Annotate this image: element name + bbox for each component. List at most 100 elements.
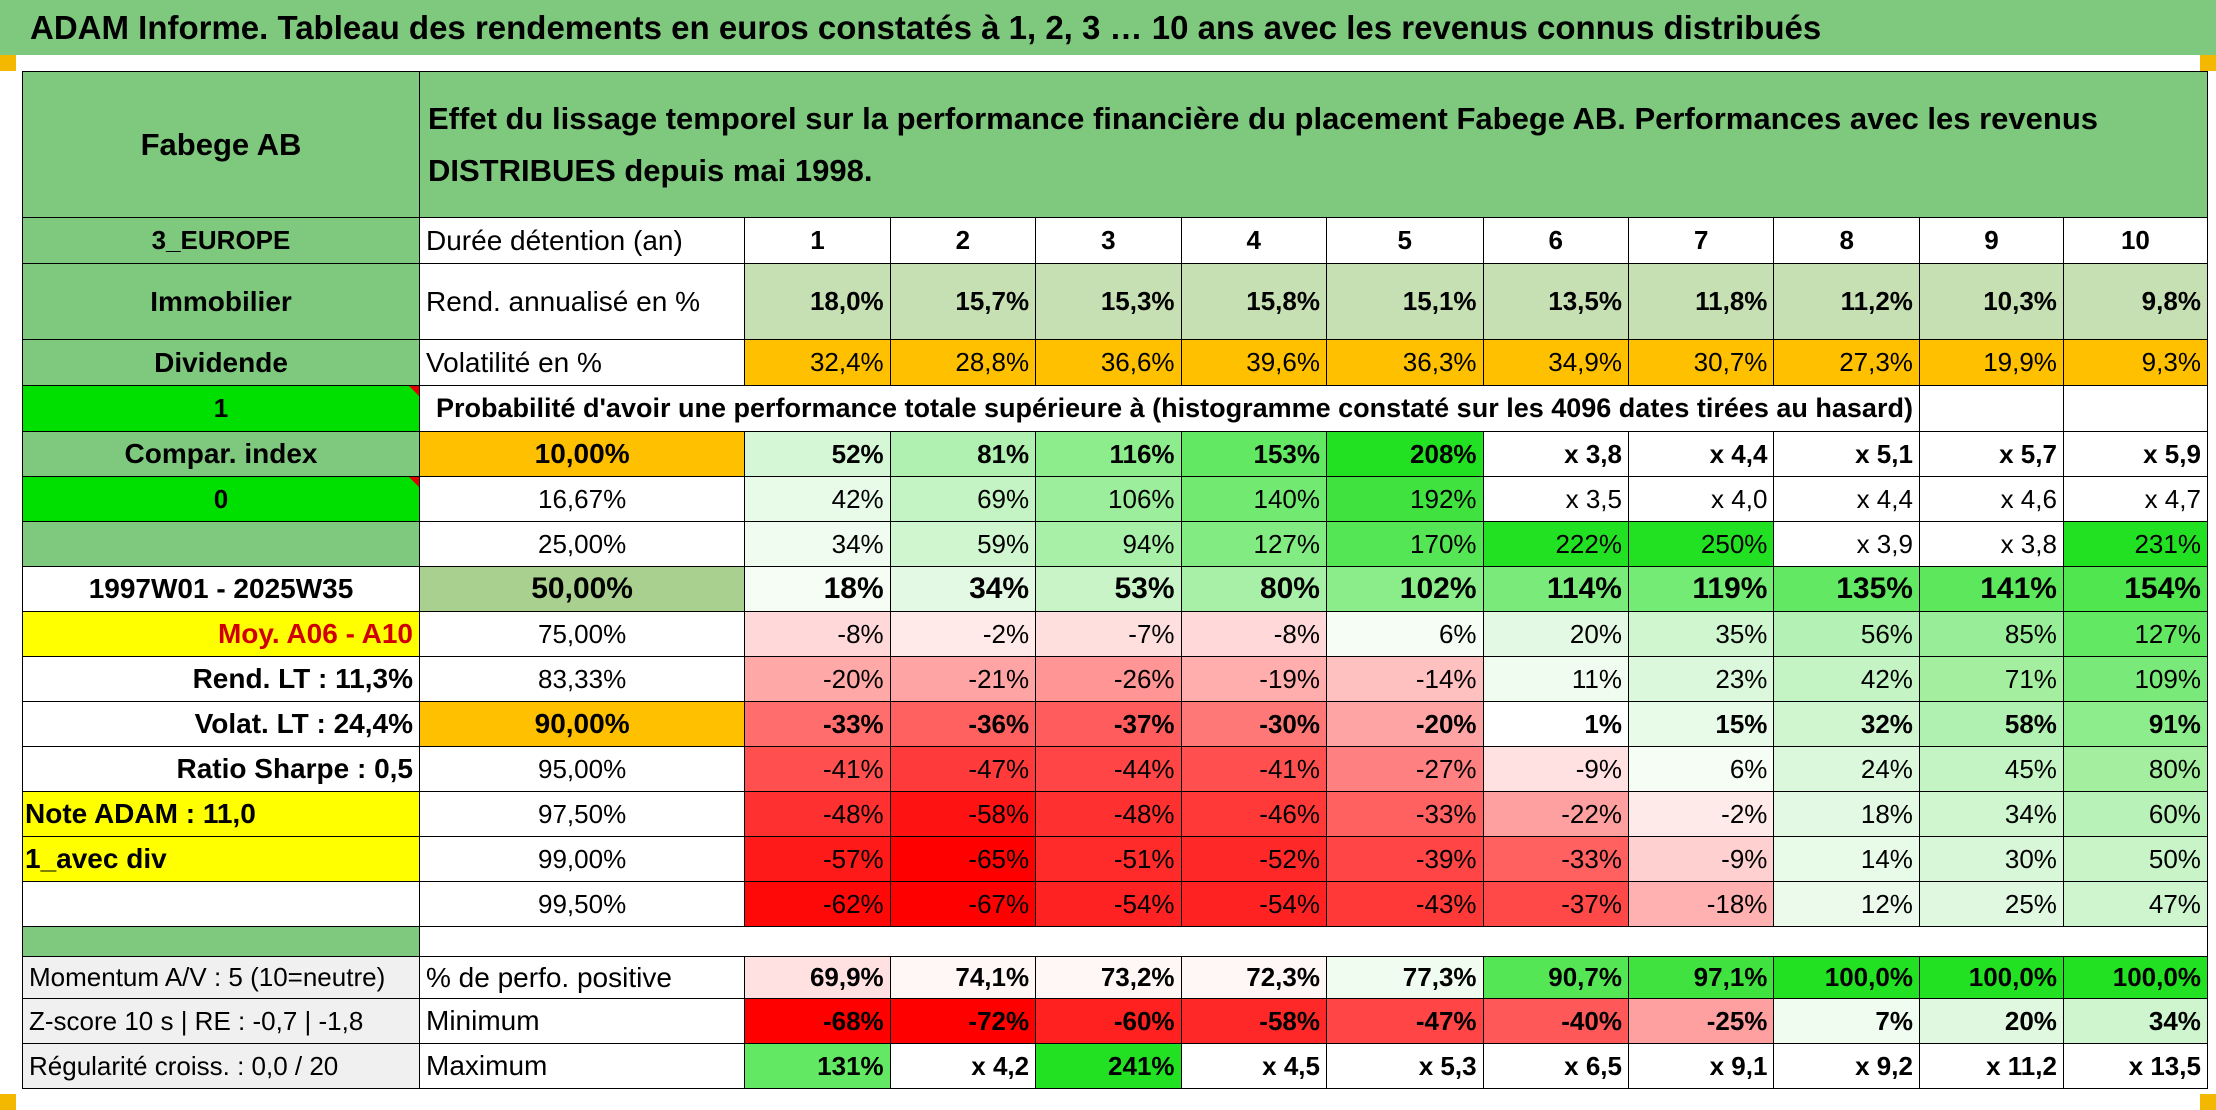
- zero-value: 0: [22, 476, 420, 522]
- pos-cell: 100,0%: [1918, 956, 2064, 999]
- quantile-pct: 97,50%: [418, 791, 746, 837]
- quantile-cell: 127%: [1180, 521, 1327, 567]
- header-row: Fabege AB Effet du lissage temporel sur …: [22, 71, 2208, 218]
- max-row: Régularité croiss. : 0,0 / 20 Maximum 13…: [22, 1043, 2208, 1089]
- min-cell: -47%: [1325, 998, 1484, 1044]
- pos-row: Momentum A/V : 5 (10=neutre) % de perfo.…: [22, 956, 2208, 999]
- quantile-cell: 222%: [1482, 521, 1629, 567]
- quantile-cell: -48%: [744, 791, 891, 837]
- quantile-cell: 34%: [744, 521, 891, 567]
- max-cell: x 4,5: [1180, 1043, 1327, 1089]
- max-label: Maximum: [418, 1043, 746, 1089]
- quantile-pct: 95,00%: [418, 746, 746, 792]
- max-cell: x 9,2: [1773, 1043, 1920, 1089]
- quantile-cell: -9%: [1482, 746, 1629, 792]
- vol-cell: 9,3%: [2062, 339, 2208, 386]
- vol-cell: 32,4%: [744, 339, 891, 386]
- max-cell: x 9,1: [1627, 1043, 1775, 1089]
- prob-row: 1 Probabilité d'avoir une performance to…: [22, 385, 2208, 432]
- max-cell: x 4,2: [889, 1043, 1037, 1089]
- rend-cell: 11,8%: [1627, 263, 1775, 340]
- quantile-cell: x 4,4: [1627, 431, 1775, 477]
- quantile-cell: 119%: [1627, 566, 1775, 612]
- quantile-cell: 20%: [1482, 611, 1629, 657]
- quantile-cell: -20%: [744, 656, 891, 702]
- avec-div-label: 1_avec div: [22, 836, 420, 882]
- quantile-cell: 23%: [1627, 656, 1775, 702]
- one-value: 1: [22, 385, 420, 432]
- quantile-cell: -51%: [1035, 836, 1182, 882]
- corner-marker-top-left: [0, 55, 16, 71]
- rend-cell: 13,5%: [1482, 263, 1629, 340]
- quantile-cell: -52%: [1180, 836, 1327, 882]
- quantile-pct: 75,00%: [418, 611, 746, 657]
- pos-cell: 100,0%: [2062, 956, 2208, 999]
- quantile-row: Note ADAM : 11,0 97,50% -48% -58% -48% -46% -…: [22, 791, 2208, 837]
- quantile-cell: 18%: [1773, 791, 1920, 837]
- years-cell: 5: [1325, 217, 1484, 264]
- quantile-cell: 45%: [1918, 746, 2064, 792]
- min-cell: -72%: [889, 998, 1037, 1044]
- vol-cell: 39,6%: [1180, 339, 1327, 386]
- pos-cell: 77,3%: [1325, 956, 1484, 999]
- quantile-cell: 127%: [2062, 611, 2208, 657]
- quantile-pct: 99,50%: [418, 881, 746, 927]
- quantile-cell: -33%: [1325, 791, 1484, 837]
- gap-row: [22, 926, 2208, 957]
- quantile-cell: 231%: [2062, 521, 2208, 567]
- quantile-cell: 85%: [1918, 611, 2064, 657]
- rend-cell: 15,8%: [1180, 263, 1327, 340]
- quantile-cell: x 3,9: [1773, 521, 1920, 567]
- sharpe-label: Ratio Sharpe : 0,5: [22, 746, 420, 792]
- quantile-cell: -37%: [1482, 881, 1629, 927]
- quantile-cell: -43%: [1325, 881, 1484, 927]
- type-label: Dividende: [22, 339, 420, 386]
- quantile-cell: 34%: [1918, 791, 2064, 837]
- quantile-cell: x 5,9: [2062, 431, 2208, 477]
- max-cell: x 13,5: [2062, 1043, 2208, 1089]
- quantile-cell: -67%: [889, 881, 1037, 927]
- regularite-label: Régularité croiss. : 0,0 / 20: [22, 1043, 420, 1089]
- quantile-pct: 50,00%: [418, 566, 746, 612]
- quantile-cell: -44%: [1035, 746, 1182, 792]
- vol-cell: 19,9%: [1918, 339, 2064, 386]
- quantile-cell: 47%: [2062, 881, 2208, 927]
- quantile-cell: -30%: [1180, 701, 1327, 747]
- pos-label: % de perfo. positive: [418, 956, 746, 999]
- quantile-pct: 90,00%: [418, 701, 746, 747]
- min-cell: 34%: [2062, 998, 2208, 1044]
- quantile-cell: x 5,7: [1918, 431, 2064, 477]
- quantile-cell: 106%: [1035, 476, 1182, 522]
- quantile-cell: 81%: [889, 431, 1037, 477]
- quantile-cell: -39%: [1325, 836, 1484, 882]
- pos-cell: 69,9%: [744, 956, 891, 999]
- max-cell: x 5,3: [1325, 1043, 1484, 1089]
- max-cell: x 11,2: [1918, 1043, 2064, 1089]
- years-cell: 9: [1918, 217, 2064, 264]
- moy-label: Moy. A06 - A10: [22, 611, 420, 657]
- quantile-cell: 53%: [1035, 566, 1182, 612]
- vol-cell: 27,3%: [1773, 339, 1920, 386]
- note-adam-label: Note ADAM : 11,0: [22, 791, 420, 837]
- corner-marker-bottom-left: [0, 1094, 16, 1110]
- min-row: Z-score 10 s | RE : -0,7 | -1,8 Minimum …: [22, 998, 2208, 1044]
- quantile-cell: -21%: [889, 656, 1037, 702]
- quantile-cell: 35%: [1627, 611, 1775, 657]
- quantile-cell: -20%: [1325, 701, 1484, 747]
- quantile-cell: 141%: [1918, 566, 2064, 612]
- quantile-cell: 50%: [2062, 836, 2208, 882]
- quantile-row: 99,50% -62% -67% -54% -54% -43% -37% -18% 12% 25%…: [22, 881, 2208, 927]
- years-cell: 6: [1482, 217, 1629, 264]
- corner-marker-top-right: [2200, 55, 2216, 71]
- company-name: Fabege AB: [22, 71, 420, 218]
- period-label: 1997W01 - 2025W35: [22, 566, 420, 612]
- min-cell: 20%: [1918, 998, 2064, 1044]
- quantile-row: 0 16,67% 42% 69% 106% 140% 192% x 3,5 x 4,0 x 4,…: [22, 476, 2208, 522]
- quantile-cell: 80%: [2062, 746, 2208, 792]
- quantile-row: Compar. index 10,00% 52% 81% 116% 153% 208% x …: [22, 431, 2208, 477]
- quantile-cell: 91%: [2062, 701, 2208, 747]
- years-cell: 4: [1180, 217, 1327, 264]
- quantile-row: 1_avec div 99,00% -57% -65% -51% -52% -39% -33…: [22, 836, 2208, 882]
- pos-cell: 90,7%: [1482, 956, 1629, 999]
- quantile-cell: x 3,8: [1918, 521, 2064, 567]
